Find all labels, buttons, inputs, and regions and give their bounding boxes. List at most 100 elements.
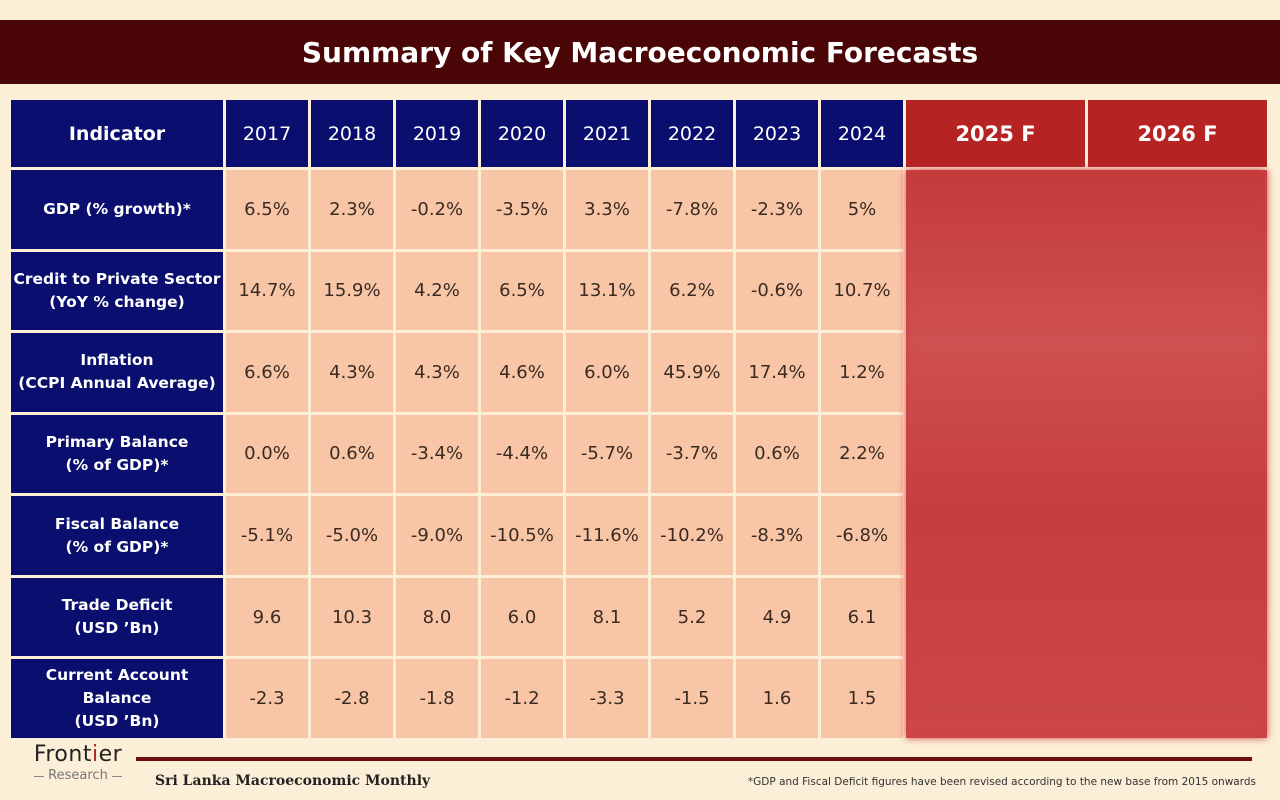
indicator-label: Credit to Private Sector (YoY % change) (11, 251, 223, 331)
logo-subtitle-text: Research (48, 768, 108, 783)
value-cell: 1.5 (821, 659, 903, 738)
value-cell: 3.3% (566, 170, 648, 249)
value-cell: -6.8% (821, 496, 903, 575)
indicator-label-line: (USD ’Bn) (74, 712, 160, 731)
value-cell: -3.4% (396, 414, 478, 494)
logo-wordmark-part: er (98, 742, 123, 767)
value-cell: 15.9% (311, 251, 393, 331)
logo-dash (34, 775, 45, 777)
indicator-label-line: Current Account (45, 666, 189, 685)
value-cell: -5.7% (566, 414, 648, 494)
value-cell: 1.6 (736, 659, 818, 738)
page-title: Summary of Key Macroeconomic Forecasts (301, 35, 979, 69)
year-header: 2019 (396, 100, 478, 167)
report-name: Sri Lanka Macroeconomic Monthly (155, 773, 431, 789)
value-cell: -3.5% (481, 170, 563, 249)
indicator-label-line: Balance (82, 689, 152, 708)
value-cell: 8.1 (566, 577, 648, 657)
value-cell: -7.8% (651, 170, 733, 249)
logo-wordmark-accent: i (91, 742, 99, 767)
value-cell: -2.8 (311, 659, 393, 738)
table-row: GDP (% growth)* 6.5% 2.3% -0.2% -3.5% 3.… (11, 170, 1267, 738)
value-cell: -1.8 (396, 659, 478, 738)
value-cell: 5% (821, 170, 903, 249)
value-cell: -0.2% (396, 170, 478, 249)
value-cell: 6.2% (651, 251, 733, 331)
indicator-label-line: Fiscal Balance (54, 514, 180, 533)
value-cell: -4.4% (481, 414, 563, 494)
footer-divider (136, 757, 1252, 761)
value-cell: -11.6% (566, 496, 648, 575)
year-header: 2022 (651, 100, 733, 167)
value-cell: 0.6% (736, 414, 818, 494)
value-cell: 45.9% (651, 333, 733, 412)
value-cell: -1.5 (651, 659, 733, 738)
indicator-label-line: (CCPI Annual Average) (18, 374, 216, 393)
value-cell: -2.3% (736, 170, 818, 249)
value-cell: -8.3% (736, 496, 818, 575)
indicator-label: Inflation (CCPI Annual Average) (11, 333, 223, 412)
value-cell: 4.3% (396, 333, 478, 412)
indicator-label-line: Credit to Private Sector (13, 269, 221, 288)
title-bar: Summary of Key Macroeconomic Forecasts (0, 20, 1280, 84)
logo-wordmark-part: Front (33, 742, 92, 767)
value-cell: -5.0% (311, 496, 393, 575)
value-cell: 5.2 (651, 577, 733, 657)
indicator-label-line: Primary Balance (45, 432, 189, 451)
header-row: Indicator 2017 2018 2019 2020 2021 2022 … (11, 100, 1267, 167)
value-cell: 9.6 (226, 577, 308, 657)
indicator-label-line: (% of GDP)* (65, 455, 169, 474)
table-row: Current Account Balance (USD ’Bn) -2.3 -… (11, 659, 1267, 738)
indicator-label-line: Trade Deficit (61, 596, 173, 615)
indicator-label: Primary Balance (% of GDP)* (11, 414, 223, 494)
indicator-label-line: (YoY % change) (49, 292, 185, 311)
value-cell: -3.3 (566, 659, 648, 738)
value-cell: -9.0% (396, 496, 478, 575)
value-cell: 8.0 (396, 577, 478, 657)
indicator-label-line: (USD ’Bn) (74, 619, 160, 638)
value-cell: 6.5% (226, 170, 308, 249)
value-cell: 4.6% (481, 333, 563, 412)
year-header: 2023 (736, 100, 818, 167)
value-cell: 14.7% (226, 251, 308, 331)
value-cell: -5.1% (226, 496, 308, 575)
year-header: 2018 (311, 100, 393, 167)
value-cell: 2.3% (311, 170, 393, 249)
indicator-label: Fiscal Balance (% of GDP)* (11, 496, 223, 575)
value-cell: -1.2 (481, 659, 563, 738)
frontier-research-logo: Frontier Research (26, 742, 130, 784)
forecast-header-2026: 2026 F (1088, 100, 1267, 167)
logo-dash (111, 775, 122, 777)
value-cell: 1.2% (821, 333, 903, 412)
blurred-forecast-area (906, 170, 1267, 738)
value-cell: 6.5% (481, 251, 563, 331)
indicator-label-line: Inflation (80, 351, 154, 370)
value-cell: 0.0% (226, 414, 308, 494)
value-cell: 6.0 (481, 577, 563, 657)
logo-subtitle: Research (26, 768, 130, 784)
value-cell: -3.7% (651, 414, 733, 494)
value-cell: 2.2% (821, 414, 903, 494)
value-cell: -0.6% (736, 251, 818, 331)
value-cell: 6.0% (566, 333, 648, 412)
value-cell: 17.4% (736, 333, 818, 412)
logo-wordmark: Frontier (26, 742, 130, 768)
value-cell: 4.9 (736, 577, 818, 657)
indicator-label-line: GDP (% growth)* (43, 199, 191, 218)
year-header: 2017 (226, 100, 308, 167)
indicator-label: Trade Deficit (USD ’Bn) (11, 577, 223, 657)
value-cell: 6.1 (821, 577, 903, 657)
value-cell: 4.2% (396, 251, 478, 331)
table-row: Credit to Private Sector (YoY % change) … (11, 251, 1267, 331)
value-cell: -2.3 (226, 659, 308, 738)
forecast-header-2025: 2025 F (906, 100, 1085, 167)
table-row: Primary Balance (% of GDP)* 0.0% 0.6% -3… (11, 414, 1267, 494)
year-header: 2021 (566, 100, 648, 167)
value-cell: -10.5% (481, 496, 563, 575)
indicator-header: Indicator (11, 100, 223, 167)
table-row: Fiscal Balance (% of GDP)* -5.1% -5.0% -… (11, 496, 1267, 575)
blurred-forecast-values (906, 170, 1267, 738)
indicator-label: Current Account Balance (USD ’Bn) (11, 659, 223, 738)
forecast-table: Indicator 2017 2018 2019 2020 2021 2022 … (8, 97, 1270, 741)
value-cell: 10.7% (821, 251, 903, 331)
